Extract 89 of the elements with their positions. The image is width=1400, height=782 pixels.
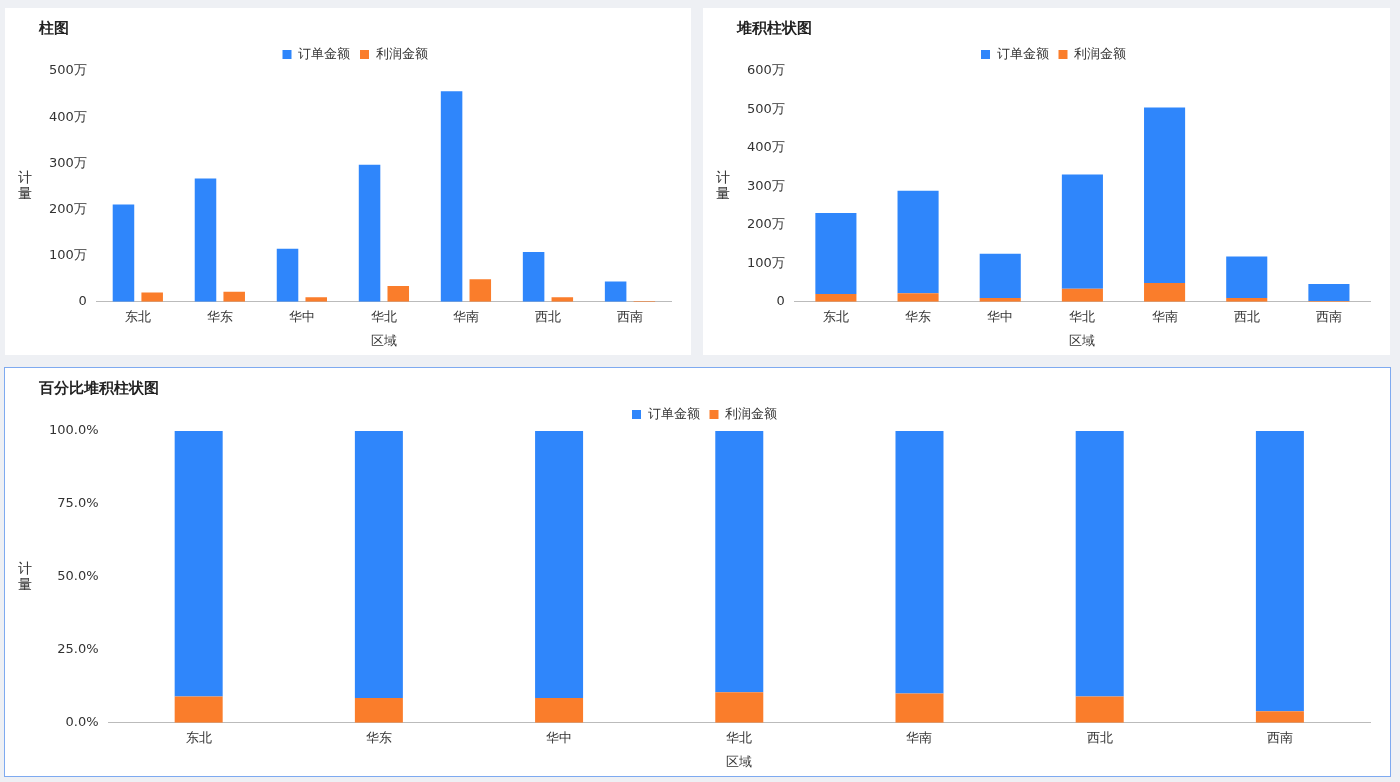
bar xyxy=(1075,696,1124,723)
x-tick-label: 华东 xyxy=(365,729,392,745)
bar xyxy=(815,212,857,295)
bar xyxy=(1226,256,1268,298)
x-tick-label: 华北 xyxy=(370,308,397,324)
legend-label: 利润金额 xyxy=(1074,45,1126,61)
bar xyxy=(715,692,764,723)
y-tick-label: 600万 xyxy=(746,62,785,78)
legend-label: 订单金额 xyxy=(996,45,1049,61)
x-axis-title: 区域 xyxy=(726,753,753,769)
x-tick-label: 华南 xyxy=(452,308,479,324)
bar xyxy=(174,696,223,723)
bar xyxy=(1061,174,1103,289)
chart-title: 柱图 xyxy=(38,18,69,37)
bar xyxy=(604,281,627,302)
x-tick-label: 东北 xyxy=(124,308,151,324)
y-axis-title: 计量 xyxy=(716,169,730,202)
legend-label: 订单金额 xyxy=(647,405,700,421)
bar xyxy=(276,248,299,302)
y-tick-label: 500万 xyxy=(746,100,785,116)
y-axis-title: 计量 xyxy=(18,559,32,592)
y-tick-label: 75.0% xyxy=(57,495,99,511)
y-tick-label: 0 xyxy=(78,293,87,309)
x-tick-label: 华南 xyxy=(906,729,933,745)
bar xyxy=(895,693,944,723)
y-tick-label: 0 xyxy=(776,293,785,309)
bar xyxy=(440,91,463,302)
x-tick-label: 华中 xyxy=(288,308,315,324)
bar xyxy=(194,178,217,302)
bar xyxy=(1255,711,1304,723)
bar xyxy=(174,431,223,697)
x-tick-label: 西北 xyxy=(534,308,561,324)
x-axis-title: 区域 xyxy=(370,332,397,348)
bar xyxy=(354,698,403,723)
chart-title: 百分比堆积柱状图 xyxy=(38,378,159,397)
x-tick-label: 西南 xyxy=(1266,729,1293,745)
y-tick-label: 500万 xyxy=(48,62,87,78)
bar xyxy=(897,293,939,302)
y-tick-label: 0.0% xyxy=(65,714,99,730)
bar xyxy=(1061,288,1103,302)
bar xyxy=(1255,431,1304,712)
y-tick-label: 50.0% xyxy=(57,568,99,584)
chart-title: 堆积柱状图 xyxy=(736,18,812,37)
bar xyxy=(1075,431,1124,697)
y-tick-label: 300万 xyxy=(746,177,785,193)
bar xyxy=(522,251,545,302)
bar xyxy=(112,204,135,302)
x-tick-label: 华中 xyxy=(546,729,573,745)
y-tick-label: 100万 xyxy=(48,247,87,263)
x-tick-label: 东北 xyxy=(185,729,212,745)
y-tick-label: 25.0% xyxy=(57,641,99,657)
x-tick-label: 华南 xyxy=(1151,308,1178,324)
bar xyxy=(469,279,492,302)
x-tick-label: 西北 xyxy=(1233,308,1260,324)
bar xyxy=(223,291,245,302)
y-tick-label: 300万 xyxy=(48,154,87,170)
bar xyxy=(535,698,584,723)
y-tick-label: 200万 xyxy=(746,216,785,232)
y-tick-label: 100万 xyxy=(746,254,785,270)
bar xyxy=(1144,282,1186,302)
bar xyxy=(387,286,410,302)
bar xyxy=(358,164,381,302)
bar xyxy=(815,294,857,302)
bar xyxy=(535,431,584,698)
x-tick-label: 华北 xyxy=(1069,308,1096,324)
x-tick-label: 华东 xyxy=(905,308,932,324)
legend-label: 利润金额 xyxy=(725,405,777,421)
y-tick-label: 100.0% xyxy=(48,422,99,438)
y-tick-label: 400万 xyxy=(48,108,87,124)
y-tick-label: 400万 xyxy=(746,139,785,155)
x-tick-label: 西南 xyxy=(616,308,643,324)
legend-label: 利润金额 xyxy=(375,45,428,61)
bar xyxy=(1144,107,1186,283)
bar xyxy=(979,253,1021,298)
bar xyxy=(715,431,764,693)
x-tick-label: 西南 xyxy=(1315,308,1342,324)
y-axis-title: 计量 xyxy=(18,169,32,202)
x-tick-label: 东北 xyxy=(822,308,849,324)
x-tick-label: 华北 xyxy=(726,729,753,745)
bar xyxy=(354,431,403,698)
x-axis-title: 区域 xyxy=(1069,332,1096,348)
bar xyxy=(1308,284,1350,302)
y-tick-label: 200万 xyxy=(48,200,87,216)
x-tick-label: 华中 xyxy=(987,308,1014,324)
x-tick-label: 华东 xyxy=(206,308,233,324)
bar xyxy=(895,431,944,694)
bar xyxy=(897,190,939,294)
legend-label: 订单金额 xyxy=(298,45,350,61)
x-tick-label: 西北 xyxy=(1086,729,1113,745)
